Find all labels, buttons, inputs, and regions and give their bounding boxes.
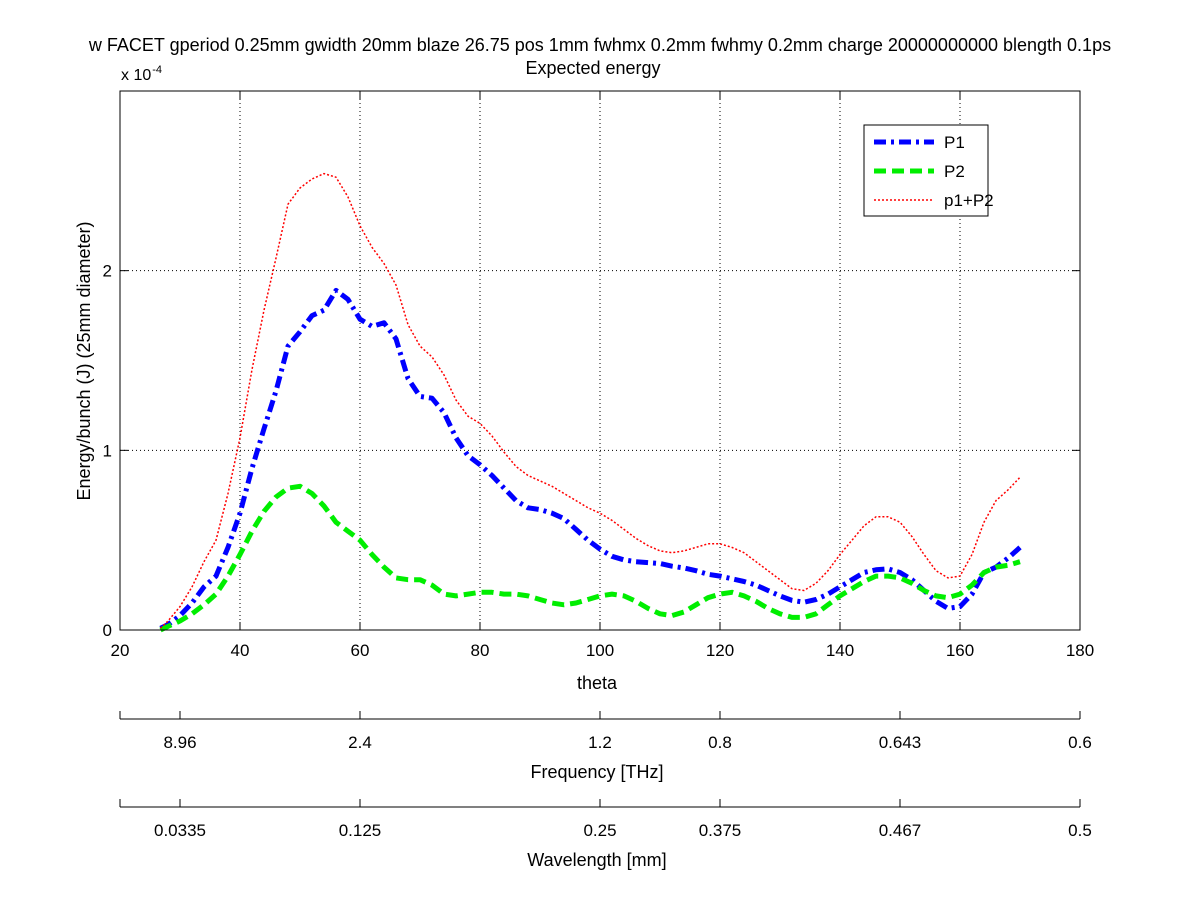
secondary-axis-tick-label: 0.25 <box>583 821 616 840</box>
y-multiplier: x 10-4 <box>121 64 162 84</box>
secondary-axis-tick-label: 0.125 <box>339 821 382 840</box>
legend: P1 P2 p1+P2 <box>863 124 994 217</box>
y-tick-label: 0 <box>103 621 112 640</box>
secondary-axis-tick-label: 0.8 <box>708 733 732 752</box>
legend-label-1: P1 <box>944 133 965 152</box>
x-tick-label: 120 <box>706 641 734 660</box>
x-axis-label: theta <box>577 673 618 693</box>
grid <box>120 91 1080 630</box>
secondary-axis-tick-label: 0.643 <box>879 733 922 752</box>
secondary-axis-tick-label: 0.6 <box>1068 733 1092 752</box>
series-line-2 <box>159 483 1021 633</box>
y-multiplier-exponent: -4 <box>152 64 162 76</box>
x-tick-label: 40 <box>231 641 250 660</box>
series-line-1 <box>159 287 1022 631</box>
x-tick-label: 140 <box>826 641 854 660</box>
x-tick-label: 60 <box>351 641 370 660</box>
series-lines <box>159 172 1022 633</box>
secondary-axis-label-2: Wavelength [mm] <box>527 850 666 870</box>
y-tick-label: 2 <box>103 262 112 281</box>
secondary-axis-tick-label: 0.0335 <box>154 821 206 840</box>
x-axis-ticks: 20 40 60 80 100 120 140 160 180 <box>111 91 1094 660</box>
chart-title: w FACET gperiod 0.25mm gwidth 20mm blaze… <box>88 35 1111 55</box>
series-line-3 <box>159 172 1021 629</box>
legend-label-2: P2 <box>944 162 965 181</box>
x-tick-label: 180 <box>1066 641 1094 660</box>
secondary-axis-tick-label: 2.4 <box>348 733 372 752</box>
secondary-axis-label-1: Frequency [THz] <box>530 762 663 782</box>
secondary-axes: 8.96 2.4 1.2 0.8 0.643 0.6 Frequency [THz] 0.03… <box>119 711 1092 870</box>
y-axis-ticks: 0 1 2 <box>103 262 1080 640</box>
x-tick-label: 80 <box>471 641 490 660</box>
legend-label-3: p1+P2 <box>944 191 994 210</box>
x-tick-label: 160 <box>946 641 974 660</box>
secondary-axis-tick-label: 0.5 <box>1068 821 1092 840</box>
secondary-axis-tick-label: 0.467 <box>879 821 922 840</box>
y-multiplier-base: x 10 <box>121 67 151 84</box>
secondary-axis-tick-label: 8.96 <box>163 733 196 752</box>
secondary-axis-tick-label: 0.375 <box>699 821 742 840</box>
chart-subtitle: Expected energy <box>525 58 660 78</box>
secondary-axis-tick-label: 1.2 <box>588 733 612 752</box>
y-tick-label: 1 <box>103 441 112 460</box>
y-axis-label: Energy/bunch (J) (25mm diameter) <box>74 221 94 500</box>
x-tick-label: 20 <box>111 641 130 660</box>
x-tick-label: 100 <box>586 641 614 660</box>
